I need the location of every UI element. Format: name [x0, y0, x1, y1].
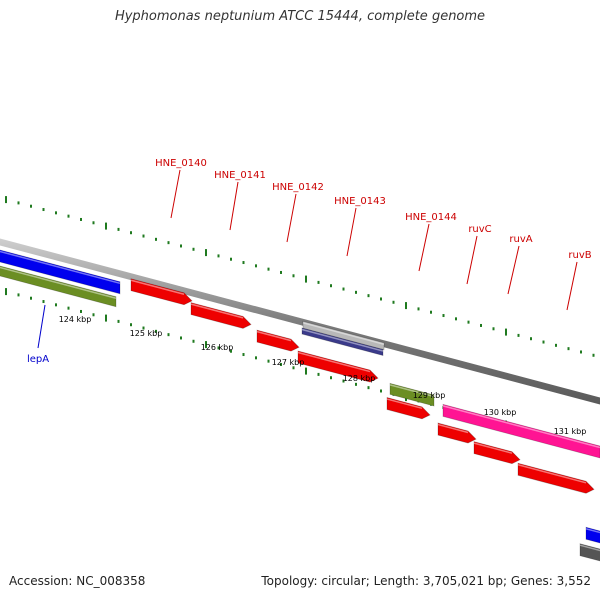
- gene-feature-highlight: [437, 423, 469, 434]
- accession-text: Accession: NC_008358: [9, 574, 146, 588]
- gene-feature: [0, 265, 117, 308]
- leader-line: [418, 223, 430, 272]
- gene-label: HNE_0142: [272, 182, 324, 193]
- gene-label: HNE_0140: [155, 158, 207, 169]
- gene-label: HNE_0144: [405, 212, 457, 223]
- leader-line: [229, 181, 239, 231]
- gene-feature-highlight: [301, 328, 384, 352]
- gene-feature: [256, 329, 300, 352]
- scale-label: 128 kbp: [343, 374, 376, 383]
- gene-feature-highlight: [0, 266, 117, 299]
- gene-feature: [442, 403, 600, 459]
- leader-line: [507, 245, 520, 295]
- gene-feature-highlight: [579, 544, 600, 552]
- gene-feature: [579, 543, 600, 562]
- gene-feature-highlight: [386, 398, 423, 410]
- gene-feature-highlight: [442, 405, 600, 449]
- gene-label: lepA: [27, 354, 49, 365]
- scale-label: 129 kbp: [413, 391, 446, 400]
- leader-line: [346, 207, 357, 257]
- gene-feature: [585, 526, 600, 544]
- genome-summary-text: Topology: circular; Length: 3,705,021 bp…: [261, 574, 591, 588]
- gene-label: HNE_0141: [214, 170, 266, 181]
- gene-feature-highlight: [297, 351, 371, 373]
- leader-line: [286, 193, 297, 243]
- scale-label: 130 kbp: [484, 408, 517, 417]
- gene-feature: [473, 441, 521, 465]
- gene-feature: [386, 397, 431, 420]
- gene-label: ruvA: [509, 234, 532, 245]
- leader-line: [37, 304, 46, 349]
- scale-label: 127 kbp: [272, 358, 305, 367]
- gene-feature: [302, 320, 385, 351]
- scale-label: 124 kbp: [59, 315, 92, 324]
- genome-backbone: [0, 238, 600, 405]
- gene-feature-highlight: [190, 303, 244, 319]
- leader-line: [170, 169, 181, 219]
- gene-feature-highlight: [517, 464, 587, 484]
- gene-label: ruvB: [568, 250, 591, 261]
- gene-feature: [301, 327, 384, 357]
- gene-feature-highlight: [585, 528, 600, 534]
- gene-feature-highlight: [389, 384, 435, 398]
- leader-line: [466, 235, 478, 285]
- gene-feature: [437, 422, 477, 444]
- leader-line: [566, 261, 578, 311]
- scale-label: 131 kbp: [554, 427, 587, 436]
- gene-feature: [190, 302, 252, 329]
- gene-feature: [130, 278, 193, 306]
- gene-feature: [517, 462, 595, 494]
- gene-feature-highlight: [0, 250, 121, 285]
- gene-feature: [297, 350, 379, 383]
- scale-label: 125 kbp: [130, 329, 163, 338]
- gene-feature-highlight: [302, 322, 385, 345]
- map-title: Hyphomonas neptunium ATCC 15444, complet…: [114, 9, 486, 24]
- gene-feature: [389, 382, 435, 407]
- gene-feature-highlight: [473, 442, 513, 454]
- gene-feature: [0, 249, 121, 295]
- scale-label: 126 kbp: [201, 343, 234, 352]
- gene-feature-highlight: [130, 279, 185, 295]
- gene-label: HNE_0143: [334, 196, 386, 207]
- gene-label: ruvC: [468, 224, 491, 235]
- gene-feature-highlight: [256, 330, 292, 342]
